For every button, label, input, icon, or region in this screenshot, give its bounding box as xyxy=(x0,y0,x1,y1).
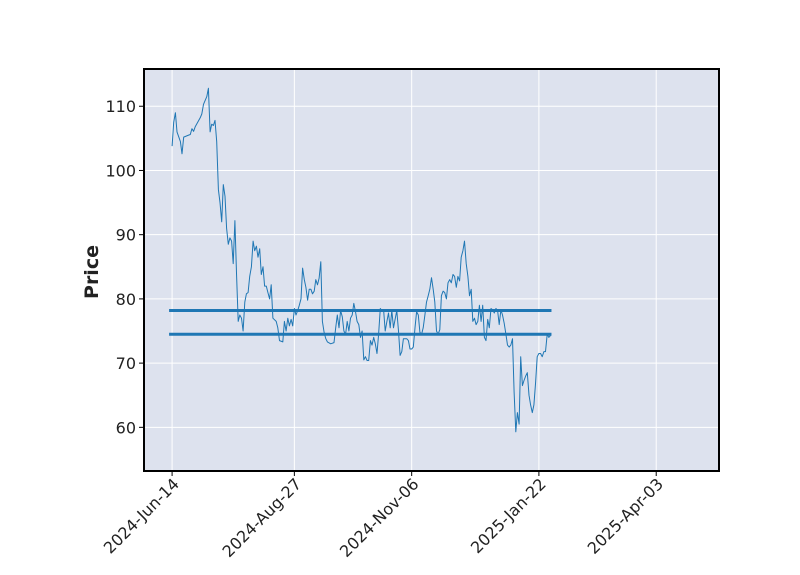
y-tick-label: 70 xyxy=(116,354,136,373)
y-axis-label: Price xyxy=(81,245,103,299)
plot-area xyxy=(144,69,719,471)
y-tick-label: 110 xyxy=(105,97,136,116)
plot-frame xyxy=(143,68,720,472)
y-tick-label: 100 xyxy=(105,161,136,180)
x-axis: 2024-Jun-14 2024-Aug-27 2024-Nov-06 2025-Ja… xyxy=(100,471,667,561)
x-tick-label: 2025-Apr-03 xyxy=(584,474,667,557)
x-tick-label: 2024-Nov-06 xyxy=(336,474,423,561)
y-tick-label: 60 xyxy=(116,418,136,437)
x-tick-label: 2024-Jun-14 xyxy=(100,474,183,557)
x-tick-label: 2024-Aug-27 xyxy=(219,474,306,561)
x-tick-label: 2025-Jan-22 xyxy=(467,474,550,557)
y-axis: 60 70 80 90 100 110 xyxy=(105,97,144,437)
y-tick-label: 80 xyxy=(116,290,136,309)
grid xyxy=(144,69,719,471)
series-group xyxy=(171,87,551,433)
price-line xyxy=(171,87,551,433)
y-tick-label: 90 xyxy=(116,226,136,245)
